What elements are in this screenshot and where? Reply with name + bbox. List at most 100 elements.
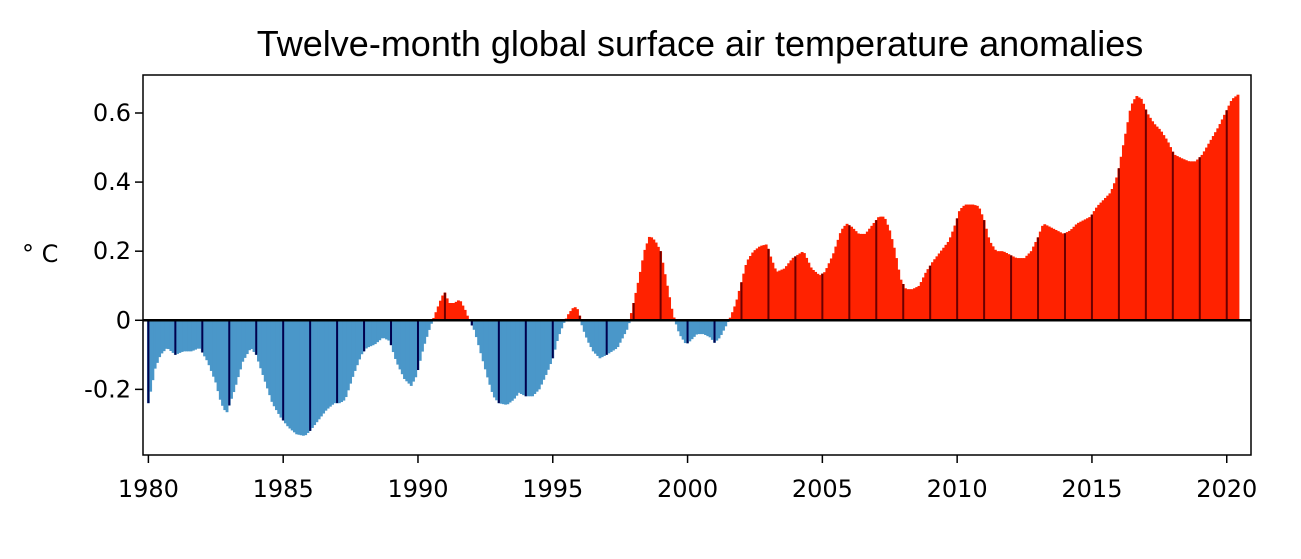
bar [856,233,860,321]
bar [636,282,640,321]
bar [376,320,379,343]
bar [948,237,952,321]
bar [681,320,685,340]
bar [933,259,937,321]
bar [881,216,885,321]
bar [182,320,186,352]
bar [299,320,303,436]
bar [358,320,361,360]
bar [488,320,492,385]
bar [295,320,299,435]
bar [751,252,755,321]
bar [951,231,955,321]
x-tick-label: 2000 [657,475,718,503]
bar [695,320,698,335]
bar [1135,96,1139,321]
bar [279,320,283,418]
bar [1047,226,1051,321]
bar [409,320,413,386]
bar [414,320,418,378]
bar [1074,224,1078,321]
bar [634,292,638,321]
bar [187,320,191,352]
bar [677,320,680,332]
bar [333,320,337,404]
bar [683,320,687,344]
bar [544,320,548,375]
bar [344,320,348,398]
bar [796,254,800,321]
bar [382,320,386,339]
bar [618,320,622,343]
bar [1112,183,1116,321]
bar [843,225,847,321]
bar [400,320,404,375]
bar [421,320,424,352]
bar [306,320,310,433]
bar [899,279,903,321]
bar [1081,220,1085,321]
bar [191,320,195,351]
bar [749,256,752,321]
bar [155,320,159,363]
bar [198,320,202,349]
bar [340,320,344,403]
bar [980,214,984,321]
bar [872,222,876,321]
bar [1011,256,1015,321]
bar [776,271,779,321]
bar [1191,161,1195,321]
bar [1209,139,1213,321]
bar [1115,177,1119,321]
bar [612,320,615,351]
bar [1128,110,1132,321]
bar [760,245,764,321]
bar [913,288,916,321]
bar [1214,132,1217,321]
bar [346,320,350,391]
bar [906,289,910,321]
bar [643,249,647,321]
bar [672,317,676,321]
bar [809,267,813,321]
bar [225,320,229,413]
bar [549,320,552,365]
bar [1065,232,1069,321]
bar [1032,246,1035,321]
bar [387,320,391,341]
bar [515,320,519,396]
bar [423,320,427,344]
bar [171,320,175,353]
bar [753,250,757,321]
bar [209,320,213,371]
bar [591,320,595,352]
bar [573,307,577,321]
bar [519,320,523,394]
bar [670,308,674,321]
bar [1043,224,1047,321]
bar [953,225,957,321]
x-tick-label: 2020 [1196,475,1257,503]
bar [719,320,723,335]
bar [609,320,613,352]
bar [1189,161,1193,321]
bar [1236,94,1240,321]
bar [407,320,411,384]
bar [425,320,429,337]
bar [910,289,914,321]
bar [439,300,442,321]
bar [441,295,445,321]
bar [890,239,894,321]
bar [1005,253,1008,321]
bar [546,320,550,370]
bar [531,320,534,397]
bar [737,290,741,321]
bar [656,246,660,321]
bar [1126,122,1130,321]
bar [764,244,768,321]
bar [838,233,842,321]
bar [1038,231,1042,321]
y-axis: -0.2 0 0.2 0.4 0.6 [84,99,143,403]
bar [926,269,930,321]
